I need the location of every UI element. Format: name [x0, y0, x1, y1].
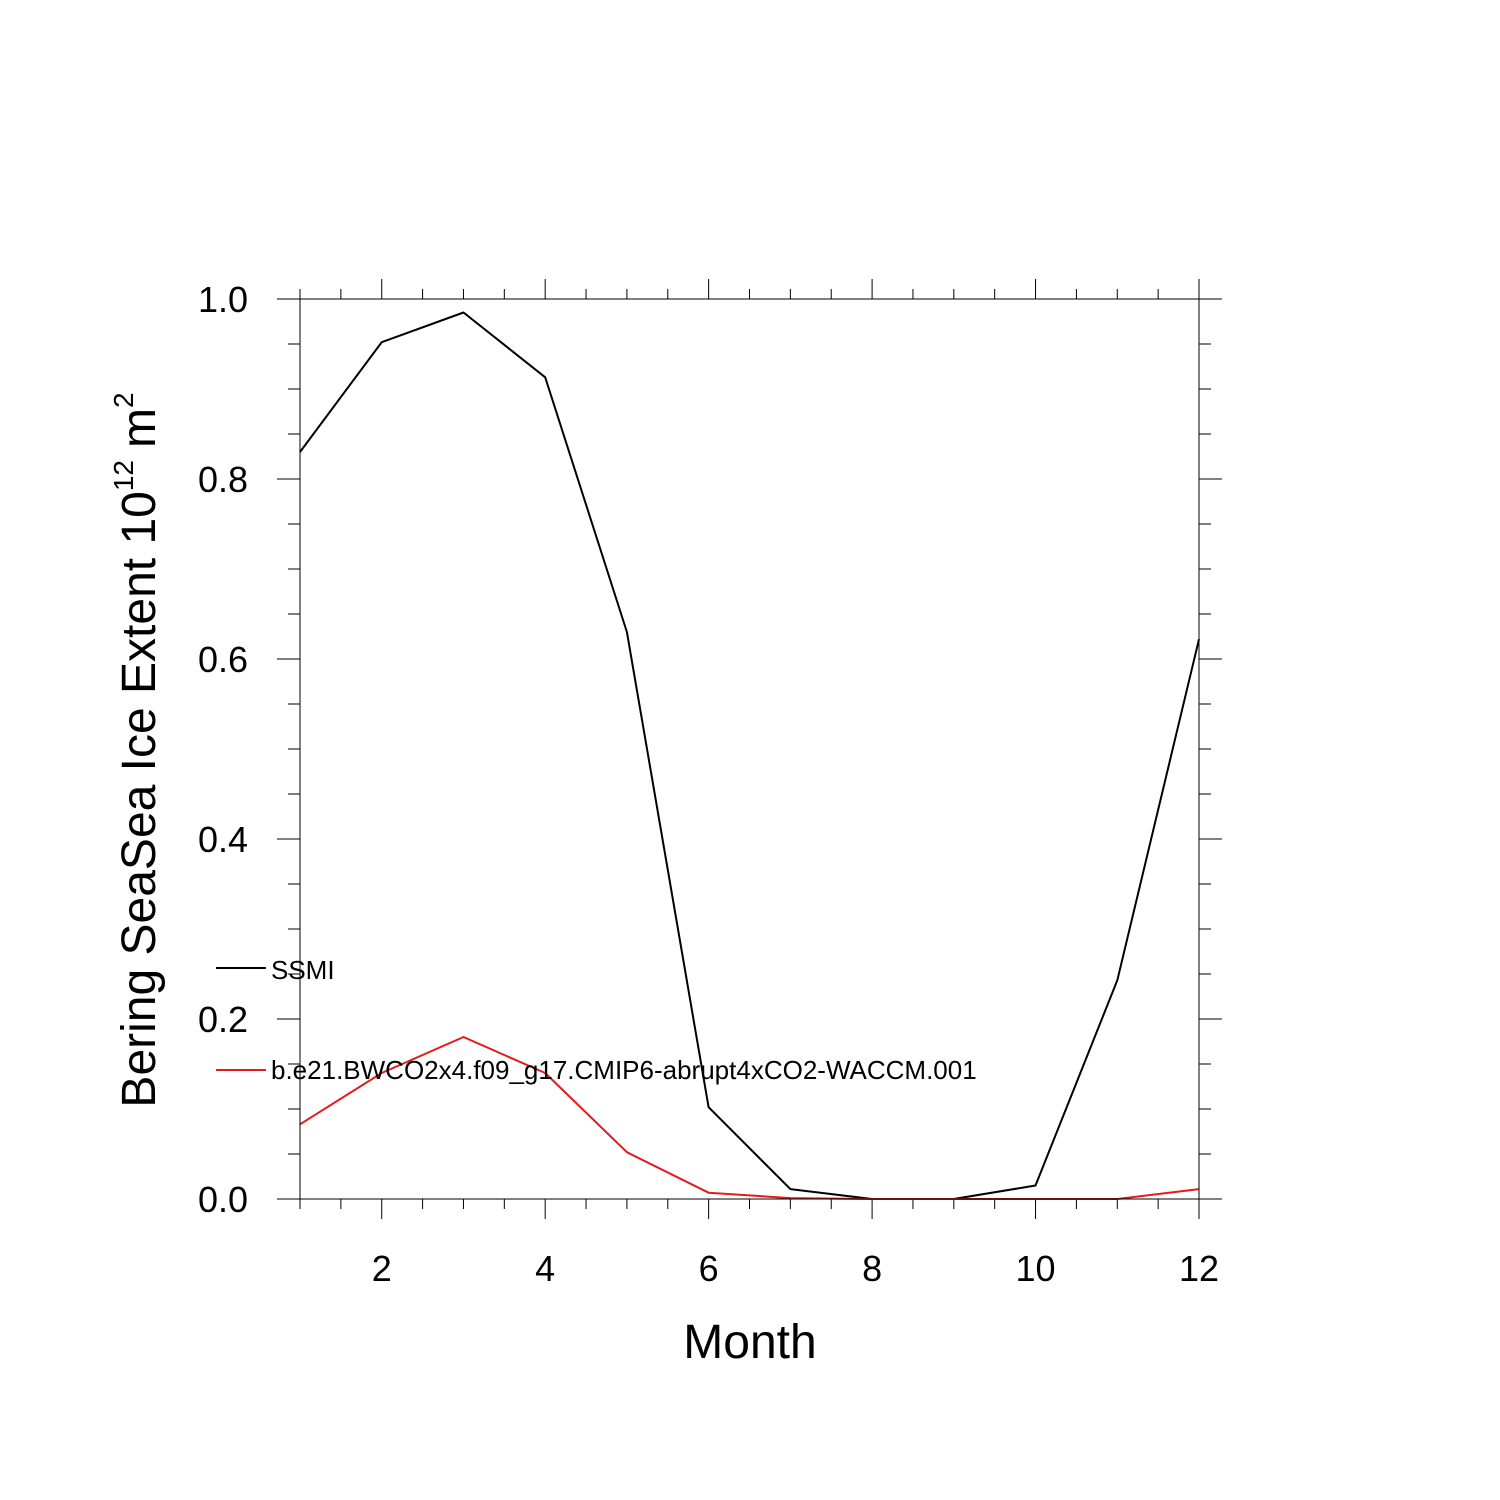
x-tick-label: 2 — [372, 1248, 392, 1289]
y-axis-title-unit: m — [113, 408, 166, 448]
legend-label-model: b.e21.BWCO2x4.f09_g17.CMIP6-abrupt4xCO2-… — [271, 1055, 977, 1085]
y-axis-title: Bering SeaSea Ice Extent 1012 m2 — [108, 392, 166, 1107]
x-tick-label: 10 — [1016, 1248, 1056, 1289]
legend: SSMI b.e21.BWCO2x4.f09_g17.CMIP6-abrupt4… — [216, 955, 977, 1085]
y-tick-label: 0.4 — [198, 819, 248, 860]
y-axis-title-exponent: 12 — [108, 460, 139, 491]
y-axis-title-unit-exponent: 2 — [108, 392, 139, 408]
y-tick-label: 0.2 — [198, 999, 248, 1040]
x-tick-label: 8 — [862, 1248, 882, 1289]
x-tick-label: 4 — [535, 1248, 555, 1289]
plot-frame — [299, 298, 1200, 1200]
axis-ticks — [277, 279, 1222, 1219]
x-tick-label: 12 — [1179, 1248, 1219, 1289]
x-axis-title: Month — [683, 1316, 816, 1369]
legend-label-ssmi: SSMI — [271, 955, 335, 985]
y-tick-label: 0.0 — [198, 1179, 248, 1220]
y-tick-label: 0.8 — [198, 459, 248, 500]
x-tick-labels: 2 4 6 8 10 12 — [372, 1248, 1219, 1289]
series-line-ssmi — [299, 311, 1200, 1200]
y-tick-label: 0.6 — [198, 639, 248, 680]
x-tick-label: 6 — [699, 1248, 719, 1289]
y-tick-label: 1.0 — [198, 279, 248, 320]
y-tick-labels: 0.0 0.2 0.4 0.6 0.8 1.0 — [198, 279, 248, 1220]
y-axis-title-main: Bering SeaSea Ice Extent 10 — [113, 491, 166, 1107]
